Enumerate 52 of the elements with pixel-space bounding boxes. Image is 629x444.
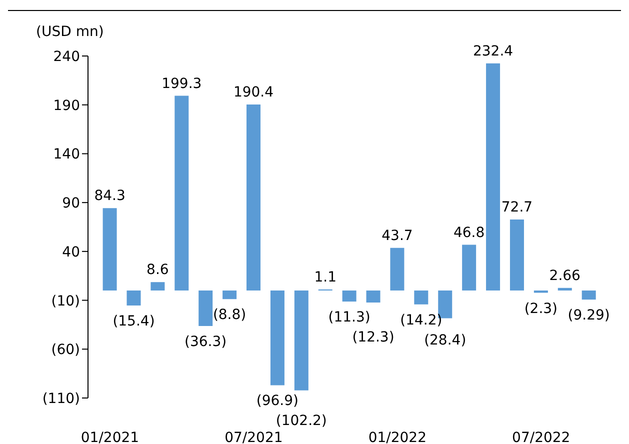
- x-tick-label: 01/2022: [368, 430, 426, 444]
- bar: [126, 290, 141, 306]
- y-tick-label: (110): [42, 390, 80, 407]
- bar: [510, 219, 524, 291]
- y-tick-label: 140: [53, 146, 80, 163]
- data-label: (11.3): [328, 310, 370, 326]
- bar: [414, 290, 428, 304]
- data-label: 232.4: [472, 43, 514, 60]
- data-label: (2.3): [524, 300, 558, 317]
- bar: [390, 248, 404, 291]
- data-label: 1.1: [314, 269, 336, 286]
- bar: [582, 290, 596, 300]
- bar: [198, 290, 213, 326]
- bar: [462, 244, 476, 291]
- data-label: 2.66: [549, 268, 581, 284]
- bar: [174, 96, 189, 291]
- data-label: 190.4: [233, 84, 274, 100]
- data-label: 46.8: [453, 224, 485, 241]
- y-tick-label: 190: [53, 98, 80, 114]
- bar: [246, 104, 261, 291]
- bar: [150, 282, 165, 291]
- data-label: (28.4): [424, 332, 466, 348]
- bar: [294, 290, 308, 390]
- bar: [558, 288, 572, 291]
- y-tick-label: (10): [51, 293, 80, 310]
- data-label: 72.7: [501, 199, 533, 216]
- data-label: (14.2): [400, 312, 442, 328]
- data-label: (12.3): [352, 330, 394, 346]
- bar: [270, 290, 284, 386]
- y-tick-label: 40: [62, 244, 80, 260]
- y-tick-label: (60): [51, 342, 80, 358]
- bar: [222, 290, 237, 300]
- bar: [486, 63, 500, 291]
- data-label: (8.8): [212, 307, 246, 324]
- data-label: (15.4): [112, 314, 155, 330]
- bar: [342, 290, 356, 302]
- bar: [366, 290, 380, 303]
- data-label: 199.3: [162, 76, 202, 92]
- data-label: (36.3): [184, 334, 227, 350]
- data-label: (9.29): [568, 308, 610, 324]
- y-tick-label: 240: [53, 48, 80, 65]
- y-tick-label: 90: [62, 196, 80, 212]
- data-label: 8.6: [146, 262, 169, 278]
- data-label: (96.9): [256, 393, 299, 410]
- data-label: (102.2): [276, 413, 327, 430]
- bar: [102, 208, 117, 291]
- x-tick-label: 07/2022: [512, 430, 570, 444]
- data-label: 84.3: [94, 188, 126, 204]
- y-axis-title: (USD mn): [36, 24, 104, 40]
- data-label: 43.7: [382, 228, 413, 244]
- x-tick-label: 01/2021: [80, 430, 140, 444]
- x-tick-label: 07/2021: [224, 430, 283, 444]
